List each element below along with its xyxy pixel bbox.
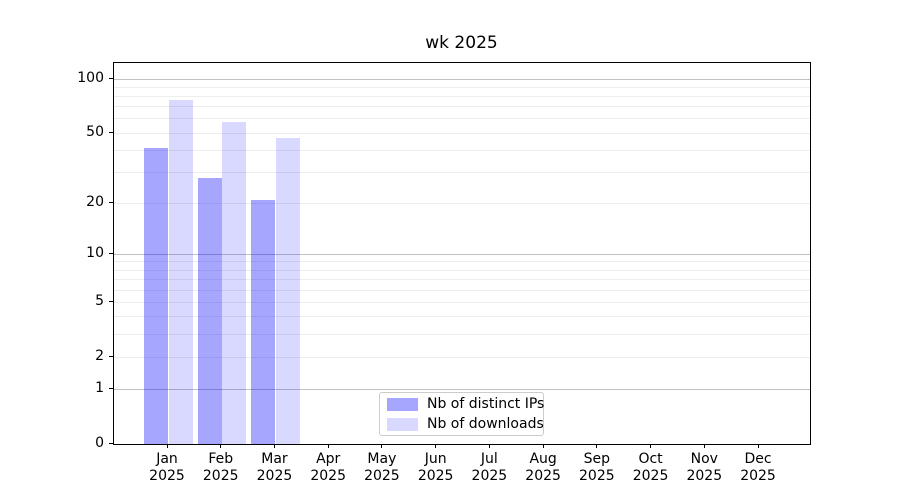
x-axis-tick (273, 444, 275, 448)
x-axis-tick (488, 444, 490, 448)
y-axis-tick-label: 0 (95, 434, 104, 451)
gridline-minor (114, 132, 810, 134)
gridline-minor (114, 269, 810, 271)
gridline-minor (114, 95, 810, 97)
x-axis-tick-label: Nov 2025 (676, 451, 732, 484)
x-axis-tick-label: Mar 2025 (246, 451, 302, 484)
x-axis-year: 2025 (256, 467, 293, 484)
x-axis-year: 2025 (632, 467, 669, 484)
legend-label-downloads: Nb of downloads (427, 415, 544, 432)
y-axis-tick (109, 387, 113, 389)
gridline-major (114, 253, 810, 255)
x-axis-tick-label: Sep 2025 (569, 451, 625, 484)
bar-distinct-ips (144, 148, 168, 444)
legend-swatch-distinct-ips (387, 397, 418, 411)
x-axis-tick (166, 444, 168, 448)
y-axis-tick (109, 355, 113, 357)
bar-distinct-ips (251, 199, 276, 444)
legend: Nb of distinct IPs Nb of downloads (379, 392, 544, 436)
gridline-minor (114, 356, 810, 358)
x-axis-year: 2025 (579, 467, 615, 484)
x-axis-tick (596, 444, 598, 448)
gridline-minor (114, 279, 810, 281)
gridline-minor (114, 106, 810, 108)
x-axis-year: 2025 (202, 467, 239, 484)
plot-area: Nb of distinct IPs Nb of downloads (113, 62, 811, 445)
x-axis-tick-label: Jul 2025 (461, 451, 517, 484)
x-axis-month: Nov (690, 451, 718, 467)
bar-downloads (275, 137, 300, 444)
x-axis-tick (650, 444, 652, 448)
x-axis-tick-label: Dec 2025 (730, 451, 786, 484)
gridline-minor (114, 202, 810, 204)
gridline-minor (114, 316, 810, 318)
gridline-minor (114, 261, 810, 263)
x-axis-tick-label: Apr 2025 (300, 451, 356, 484)
y-axis-tick-label: 5 (95, 292, 104, 309)
x-axis-tick (435, 444, 437, 448)
x-axis-tick-label: Aug 2025 (515, 451, 571, 484)
x-axis-tick (757, 444, 759, 448)
y-axis-tick-label: 10 (86, 244, 104, 261)
y-axis-tick (109, 131, 113, 133)
legend-row-downloads: Nb of downloads (387, 416, 544, 432)
x-axis-month: Apr (316, 451, 341, 467)
gridline-minor (114, 171, 810, 173)
gridline-minor (114, 86, 810, 88)
legend-label-distinct-ips: Nb of distinct IPs (427, 395, 545, 412)
x-axis-month: Feb (208, 451, 234, 467)
y-axis-tick-label: 50 (86, 123, 104, 140)
y-axis-tick-label: 100 (77, 69, 104, 86)
y-axis-tick (109, 77, 113, 79)
x-axis-year: 2025 (364, 467, 400, 484)
x-axis-month: Dec (744, 451, 772, 467)
bar-distinct-ips (197, 177, 222, 444)
y-axis-tick (109, 300, 113, 302)
y-axis-tick (109, 442, 113, 444)
x-axis-tick-label: Jun 2025 (408, 451, 464, 484)
gridline-minor (114, 118, 810, 120)
gridline-minor (114, 149, 810, 151)
gridline-major (114, 78, 810, 80)
x-axis-year: 2025 (686, 467, 723, 484)
x-axis-year: 2025 (525, 467, 561, 484)
x-axis-year: 2025 (417, 467, 454, 484)
x-axis-month: Oct (638, 451, 663, 467)
x-axis-tick-label: Oct 2025 (623, 451, 679, 484)
legend-swatch-downloads (387, 417, 418, 431)
x-axis-month: May (367, 451, 397, 467)
x-axis-tick (220, 444, 222, 448)
x-axis-month: Jun (424, 451, 447, 467)
x-axis-year: 2025 (471, 467, 508, 484)
x-axis-tick-label: Jan 2025 (139, 451, 195, 484)
x-axis-month: Sep (583, 451, 611, 467)
y-axis-tick (109, 201, 113, 203)
x-axis-year: 2025 (310, 467, 346, 484)
x-axis-month: Mar (261, 451, 288, 467)
x-axis-year: 2025 (149, 467, 185, 484)
y-axis-tick-label: 1 (95, 379, 104, 396)
y-axis-tick-label: 20 (86, 193, 104, 210)
x-axis-tick-label: May 2025 (354, 451, 410, 484)
bar-downloads (222, 121, 247, 444)
gridline-major (114, 388, 810, 390)
y-axis-tick-label: 2 (95, 347, 104, 364)
x-axis-tick-label: Feb 2025 (193, 451, 249, 484)
gridline-minor (114, 301, 810, 303)
x-axis-month: Jan (156, 451, 178, 467)
x-axis-tick (542, 444, 544, 448)
x-axis-tick (381, 444, 383, 448)
gridline-minor (114, 333, 810, 335)
x-axis-month: Jul (480, 451, 498, 467)
chart-title: wk 2025 (425, 33, 498, 53)
bar-downloads (168, 100, 193, 444)
x-axis-year: 2025 (740, 467, 776, 484)
x-axis-month: Aug (529, 451, 557, 467)
x-axis-tick (703, 444, 705, 448)
legend-row-distinct-ips: Nb of distinct IPs (387, 396, 544, 412)
gridline-minor (114, 289, 810, 291)
x-axis-tick (327, 444, 329, 448)
y-axis-tick (109, 252, 113, 254)
